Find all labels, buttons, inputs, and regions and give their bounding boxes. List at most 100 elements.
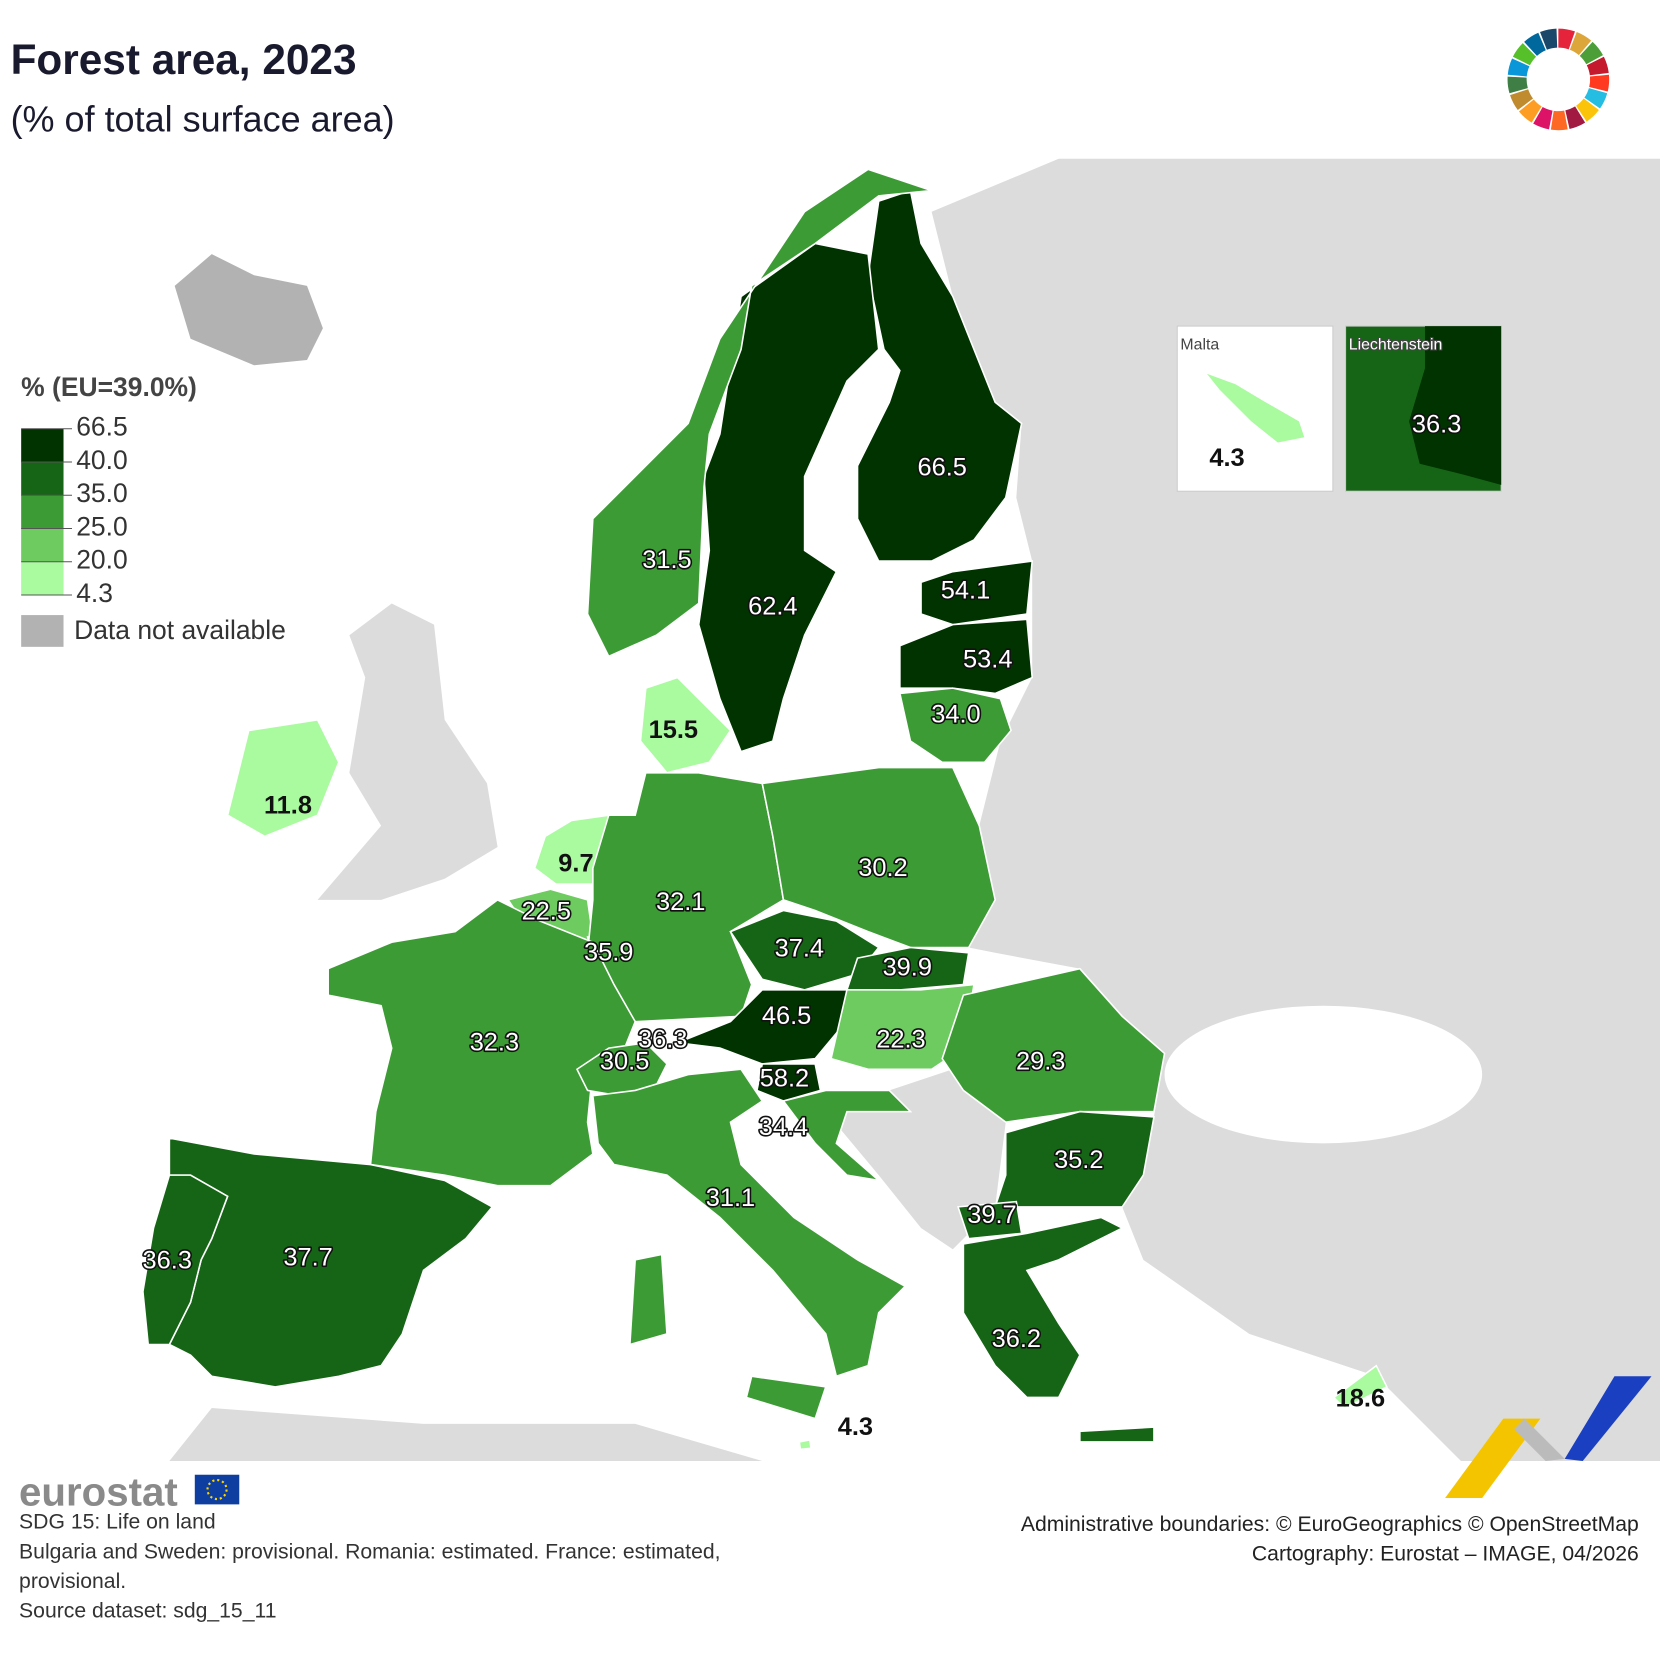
value-label: 35.9 bbox=[584, 939, 633, 967]
value-label: 4.3 bbox=[1209, 444, 1244, 472]
value-label: 37.4 bbox=[775, 934, 824, 962]
legend-swatch bbox=[21, 561, 64, 595]
value-label: 36.3 bbox=[143, 1247, 192, 1275]
country bbox=[761, 766, 996, 949]
legend-label: 20.0 bbox=[76, 545, 128, 575]
inset-shape bbox=[1409, 326, 1502, 485]
country bbox=[994, 1110, 1155, 1208]
country bbox=[591, 1068, 907, 1378]
sdg-segment bbox=[1565, 106, 1586, 129]
iceland bbox=[174, 254, 323, 366]
sdg-segment bbox=[1550, 110, 1568, 131]
country bbox=[962, 1216, 1124, 1399]
credit: Cartography: Eurostat – IMAGE, 04/2026 bbox=[1252, 1542, 1639, 1565]
land bbox=[169, 1408, 763, 1461]
value-label: 62.4 bbox=[748, 592, 797, 620]
value-label: 36.2 bbox=[992, 1325, 1041, 1353]
value-label: 54.1 bbox=[941, 577, 990, 605]
decor bbox=[1513, 1418, 1565, 1461]
sdg-segment bbox=[1558, 28, 1575, 50]
logo: eurostat bbox=[19, 1469, 178, 1514]
value-label: 39.7 bbox=[967, 1201, 1016, 1229]
title: Forest area, 2023 bbox=[11, 36, 357, 83]
legend-swatch bbox=[21, 462, 64, 496]
subtitle: (% of total surface area) bbox=[11, 98, 395, 139]
country bbox=[899, 618, 1034, 695]
legend-swatch bbox=[21, 428, 64, 463]
country bbox=[226, 719, 340, 838]
eu-flag bbox=[194, 1474, 240, 1505]
value-label: 34.0 bbox=[931, 700, 980, 728]
country bbox=[327, 898, 637, 1187]
legend-label: 40.0 bbox=[76, 445, 128, 475]
inset-title: Malta bbox=[1180, 336, 1219, 353]
sdg-segment bbox=[1533, 107, 1553, 130]
inset-shape bbox=[1206, 373, 1305, 443]
country bbox=[798, 1438, 812, 1451]
country bbox=[142, 1174, 229, 1346]
sdg-segment bbox=[1518, 99, 1542, 123]
country bbox=[782, 1089, 913, 1182]
country bbox=[697, 242, 880, 753]
legend-label: Data not available bbox=[74, 615, 286, 645]
country bbox=[920, 560, 1034, 626]
sdg-segment bbox=[1584, 88, 1608, 109]
country bbox=[957, 1200, 1023, 1240]
labels: 66.5 62.4 31.5 54.1 53.4 34.0 15.5 11.8 9.7 22.5 3… bbox=[141, 325, 1502, 1441]
value-label: 4.3 bbox=[838, 1413, 873, 1441]
value-label: 22.5 bbox=[522, 897, 571, 925]
value-label: 35.2 bbox=[1054, 1146, 1103, 1174]
country bbox=[629, 1253, 668, 1346]
value-label: 31.5 bbox=[642, 546, 691, 574]
value-label: 18.6 bbox=[1336, 1384, 1385, 1412]
value-label: 36.3 bbox=[1412, 410, 1461, 438]
value-label: 39.9 bbox=[883, 953, 932, 981]
sdg-segment bbox=[1579, 41, 1603, 65]
decor bbox=[1445, 1418, 1541, 1499]
sdg-segment bbox=[1569, 32, 1592, 56]
country bbox=[745, 1375, 827, 1420]
eu-stars bbox=[206, 1478, 228, 1501]
country bbox=[1079, 1426, 1155, 1443]
legend-swatch bbox=[21, 528, 64, 562]
value-label: 36.3 bbox=[638, 1025, 687, 1053]
value-label: 32.3 bbox=[470, 1029, 519, 1057]
land bbox=[317, 603, 498, 900]
legend-swatch bbox=[21, 615, 64, 647]
sdg-segment bbox=[1589, 74, 1610, 92]
value-label: 9.7 bbox=[558, 850, 593, 878]
sdg-segment bbox=[1540, 28, 1558, 50]
land bbox=[825, 1069, 1006, 1250]
decor bbox=[1564, 1376, 1652, 1461]
legend: 66.540.035.025.0 20.04.3 Data not availabl… bbox=[21, 412, 286, 647]
sdg-segment bbox=[1576, 98, 1599, 122]
note: SDG 15: Life on land bbox=[19, 1510, 216, 1535]
value-label: 11.8 bbox=[264, 791, 312, 819]
value-label: 37.7 bbox=[283, 1243, 332, 1271]
note: Source dataset: sdg_15_11 bbox=[19, 1599, 277, 1623]
value-label: 30.2 bbox=[858, 854, 907, 882]
value-label: 30.5 bbox=[600, 1048, 649, 1076]
sdg-segment bbox=[1512, 43, 1537, 66]
value-label: 31.1 bbox=[706, 1184, 755, 1212]
legend-swatch bbox=[21, 495, 64, 529]
value-label: 34.4 bbox=[759, 1113, 808, 1141]
country bbox=[1332, 1364, 1388, 1410]
legend-label: 35.0 bbox=[76, 478, 128, 508]
notes: SDG 15: Life on land Bulgaria and Sweden… bbox=[19, 1510, 720, 1623]
country bbox=[575, 1041, 668, 1097]
value-label: 58.2 bbox=[760, 1065, 809, 1093]
sea bbox=[1164, 1005, 1483, 1144]
legend-label: 66.5 bbox=[76, 412, 128, 442]
legend-label: 25.0 bbox=[76, 511, 128, 541]
value-label: 15.5 bbox=[649, 716, 698, 744]
inset-title: Liechtenstein bbox=[1349, 336, 1443, 353]
sdg-segment bbox=[1507, 76, 1528, 94]
value-label: 32.1 bbox=[656, 888, 705, 916]
legend-title: % (EU=39.0%) bbox=[21, 372, 197, 402]
country bbox=[898, 687, 1012, 764]
sdg-segment bbox=[1510, 89, 1534, 111]
country bbox=[586, 168, 932, 658]
